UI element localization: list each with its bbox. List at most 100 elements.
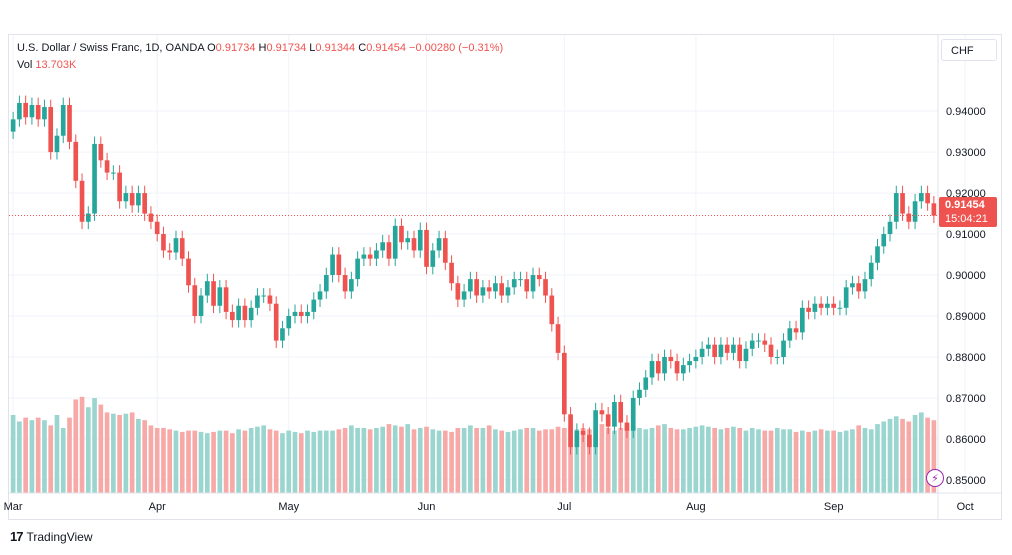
candle-body xyxy=(411,238,417,251)
volume-bar xyxy=(668,428,674,493)
volume-bar xyxy=(286,430,292,493)
branding[interactable]: 17 TradingView xyxy=(10,529,93,544)
lightning-icon[interactable]: ⚡ xyxy=(926,469,944,487)
volume-bars xyxy=(10,396,937,493)
candle-body xyxy=(568,414,573,448)
price-tick-label: 0.89000 xyxy=(946,311,986,323)
candle-body xyxy=(774,356,780,358)
volume-bar xyxy=(662,424,667,493)
volume-bar xyxy=(374,428,379,493)
price-tick-label: 0.94000 xyxy=(946,106,986,118)
candle-body xyxy=(655,361,661,374)
volume-bar xyxy=(104,412,110,493)
candle-body xyxy=(699,348,705,357)
candle-body xyxy=(593,410,598,448)
candle-body xyxy=(204,281,210,296)
candle-body xyxy=(781,340,786,357)
volume-bar xyxy=(474,428,479,493)
candle-body xyxy=(812,303,818,312)
volume-bar xyxy=(762,430,768,493)
volume-bar xyxy=(774,428,780,493)
volume-bar xyxy=(35,417,41,493)
volume-bar xyxy=(123,413,129,493)
candle-body xyxy=(85,213,91,222)
volume-bar xyxy=(417,428,423,493)
candle-body xyxy=(248,307,254,321)
volume-bar xyxy=(593,426,598,493)
symbol-legend[interactable]: U.S. Dollar / Swiss Franc, 1D, OANDA O0.… xyxy=(17,42,503,54)
volume-bar xyxy=(900,418,905,493)
volume-bar xyxy=(850,429,855,493)
volume-bar xyxy=(637,428,642,493)
volume-bar xyxy=(931,420,937,493)
candle-body xyxy=(286,316,292,329)
time-tick-label: Oct xyxy=(957,501,974,513)
candle-body xyxy=(236,305,241,321)
candle-body xyxy=(298,311,304,316)
volume-bar xyxy=(812,430,818,493)
candle-body xyxy=(242,305,248,321)
candle-body xyxy=(555,324,561,353)
candle-body xyxy=(317,291,323,300)
candle-body xyxy=(148,213,154,222)
open-label: O xyxy=(207,42,216,54)
volume-bar xyxy=(674,429,680,493)
volume-bar xyxy=(587,429,592,493)
volume-bar xyxy=(330,430,335,493)
currency-button[interactable]: CHF xyxy=(941,39,997,61)
volume-bar xyxy=(580,428,586,493)
volume-bar xyxy=(524,428,530,493)
candle-body xyxy=(48,107,54,153)
volume-bar xyxy=(843,430,849,493)
candle-body xyxy=(912,201,918,222)
volume-bar xyxy=(455,428,461,493)
volume-label: Vol xyxy=(17,59,33,71)
volume-bar xyxy=(756,429,761,493)
volume-bar xyxy=(436,430,442,493)
volume-bar xyxy=(543,429,548,493)
candle-body xyxy=(330,254,335,276)
candle-body xyxy=(380,242,386,251)
candle-body xyxy=(649,361,655,378)
candle-body xyxy=(662,356,667,374)
candle-body xyxy=(868,262,874,280)
time-tick-label: Sep xyxy=(824,501,844,513)
candle-body xyxy=(612,402,617,427)
volume-bar xyxy=(687,428,692,493)
volume-bar xyxy=(549,429,555,493)
price-tick-label: 0.93000 xyxy=(946,147,986,159)
candle-body xyxy=(67,104,72,142)
candle-body xyxy=(167,250,173,253)
volume-legend[interactable]: Vol 13.703K xyxy=(17,59,76,71)
volume-bar xyxy=(136,418,141,493)
volume-bar xyxy=(655,425,661,493)
volume-bar xyxy=(367,429,373,493)
candle-body xyxy=(154,221,160,235)
volume-bar xyxy=(17,421,22,493)
candle-body xyxy=(674,361,680,374)
volume-bar xyxy=(323,430,329,493)
volume-bar xyxy=(342,428,348,493)
candle-body xyxy=(499,283,505,296)
price-tick-label: 0.90000 xyxy=(946,270,986,282)
volume-bar xyxy=(925,417,930,493)
volume-bar xyxy=(161,428,166,493)
price-tick-label: 0.87000 xyxy=(946,393,986,405)
volume-bar xyxy=(380,426,386,493)
time-tick-label: Aug xyxy=(686,501,706,513)
volume-bar xyxy=(411,429,417,493)
volume-bar xyxy=(167,429,173,493)
volume-bar xyxy=(292,431,298,493)
candle-body xyxy=(599,410,605,415)
volume-bar xyxy=(349,425,354,493)
candle-body xyxy=(355,258,360,280)
candle-body xyxy=(273,303,279,341)
volume-bar xyxy=(837,431,843,493)
volume-bar xyxy=(624,425,630,493)
candle-body xyxy=(806,307,811,312)
price-tick-label: 0.86000 xyxy=(946,434,986,446)
volume-bar xyxy=(706,426,711,493)
candle-body xyxy=(511,279,517,288)
candle-body xyxy=(305,311,310,316)
